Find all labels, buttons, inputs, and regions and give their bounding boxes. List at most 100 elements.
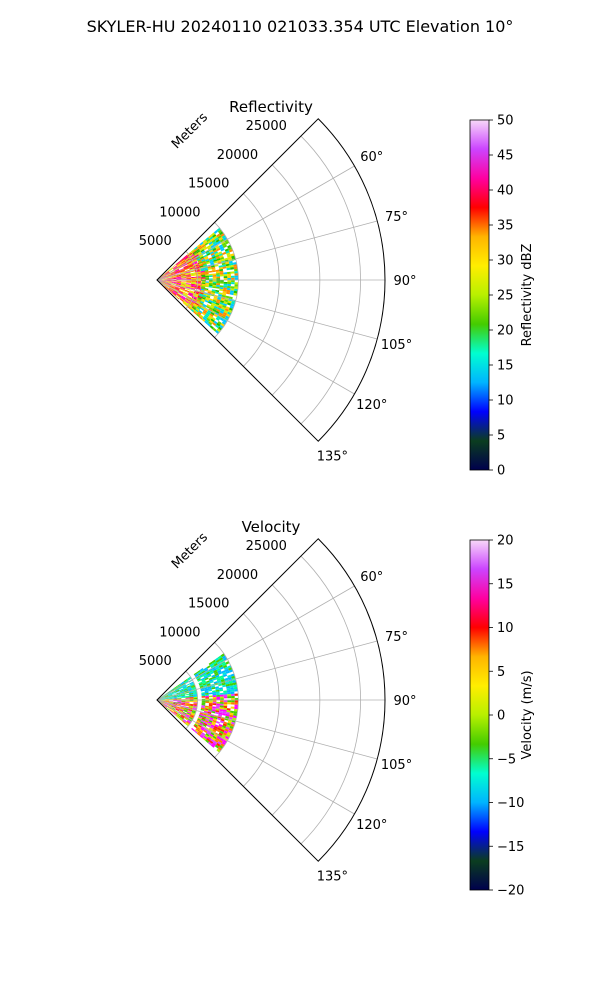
radar-gate — [219, 666, 224, 670]
radar-gate — [187, 295, 192, 299]
colorbar-tick-label: 20 — [497, 324, 514, 339]
radar-gate — [212, 257, 217, 261]
radar-gate — [182, 719, 187, 723]
radar-gate — [209, 320, 214, 324]
radar-gate — [208, 703, 213, 705]
radar-gate — [212, 735, 217, 740]
radar-gate — [212, 284, 217, 287]
radar-gate — [201, 705, 206, 707]
radar-gate — [216, 276, 221, 279]
radar-gate — [218, 303, 223, 307]
radar-gate — [219, 238, 225, 243]
radar-gate — [200, 287, 205, 290]
radar-gate — [196, 256, 201, 260]
radar-gate — [197, 251, 202, 255]
radar-gate — [180, 284, 186, 287]
radar-gate — [229, 292, 234, 296]
radar-gate — [227, 696, 232, 699]
radar-gate — [214, 237, 219, 241]
radar-gate — [190, 307, 196, 312]
radar-gate — [234, 270, 239, 274]
radar-gate — [204, 320, 209, 325]
radar-gate — [176, 706, 181, 709]
radar-gate — [181, 714, 185, 718]
radar-gate — [170, 286, 175, 289]
radar-gate — [203, 729, 208, 734]
radar-gate — [193, 704, 198, 706]
radar-gate — [195, 273, 201, 276]
radar-gate — [211, 292, 215, 295]
radar-gate — [211, 239, 216, 243]
radar-gate — [234, 706, 239, 710]
radar-gate — [202, 310, 207, 315]
radar-gate — [168, 267, 173, 271]
colorbar-tick-label: 15 — [497, 359, 514, 374]
radar-gate — [208, 706, 213, 708]
radar-gate — [181, 702, 186, 705]
radar-gate — [201, 250, 206, 254]
radar-gate — [197, 725, 202, 729]
radar-gate — [212, 241, 217, 245]
radar-gate — [165, 700, 170, 702]
radar-gate — [165, 698, 170, 699]
radar-gate — [194, 266, 200, 270]
radar-gate — [197, 259, 202, 262]
radar-gate — [219, 709, 224, 712]
radar-gate — [227, 300, 232, 304]
radar-gate — [187, 710, 192, 714]
radar-gate — [175, 690, 180, 693]
radar-gate — [169, 701, 174, 703]
range-tick-label: 20000 — [217, 148, 258, 163]
radar-gate — [194, 730, 198, 734]
radar-gate — [169, 288, 174, 292]
radar-gate — [183, 709, 188, 712]
radar-gate — [206, 295, 211, 299]
radar-gate — [160, 696, 165, 699]
radar-gate — [176, 276, 182, 278]
radar-gate — [207, 722, 212, 726]
radar-gate — [171, 706, 176, 709]
radar-gate — [181, 694, 186, 696]
radar-gate — [209, 260, 214, 264]
radar-gate — [211, 289, 216, 292]
radar-gate — [216, 668, 221, 672]
radar-gate — [161, 276, 167, 279]
radar-gate — [190, 287, 196, 290]
colorbar-tick-label: 50 — [497, 114, 514, 129]
radar-gate — [185, 696, 190, 698]
radar-gate — [227, 702, 232, 705]
radar-gate — [212, 299, 217, 303]
radar-gate — [188, 253, 193, 258]
radar-gate — [213, 251, 218, 255]
radar-gate — [197, 679, 202, 682]
radar-gate — [222, 319, 228, 324]
radar-gate — [212, 275, 217, 277]
radar-gate — [221, 294, 226, 298]
radar-gate — [218, 253, 223, 257]
radar-gate — [165, 701, 169, 703]
radar-gate — [184, 692, 189, 694]
radar-gate — [160, 702, 164, 706]
radar-gate — [174, 270, 180, 273]
radar-gate — [197, 731, 202, 735]
radar-gate — [187, 303, 193, 308]
radar-gate — [172, 705, 177, 708]
radar-gate — [208, 668, 213, 672]
radar-gate — [209, 740, 214, 744]
radar-gate — [214, 739, 219, 743]
radar-gate — [168, 289, 172, 293]
radar-gate — [205, 700, 210, 702]
radar-gate — [164, 285, 169, 290]
radar-gate — [202, 245, 207, 250]
radar-gate — [200, 707, 205, 710]
radar-gate — [199, 675, 204, 678]
radar-gate — [217, 662, 223, 667]
radar-gate — [198, 716, 203, 719]
radar-gate — [190, 272, 196, 275]
radar-gate — [201, 680, 206, 683]
radar-gate — [219, 675, 224, 679]
radar-gate — [181, 682, 186, 686]
radar-gate — [207, 291, 212, 294]
radar-gate — [198, 292, 204, 295]
radar-gate — [224, 299, 229, 303]
